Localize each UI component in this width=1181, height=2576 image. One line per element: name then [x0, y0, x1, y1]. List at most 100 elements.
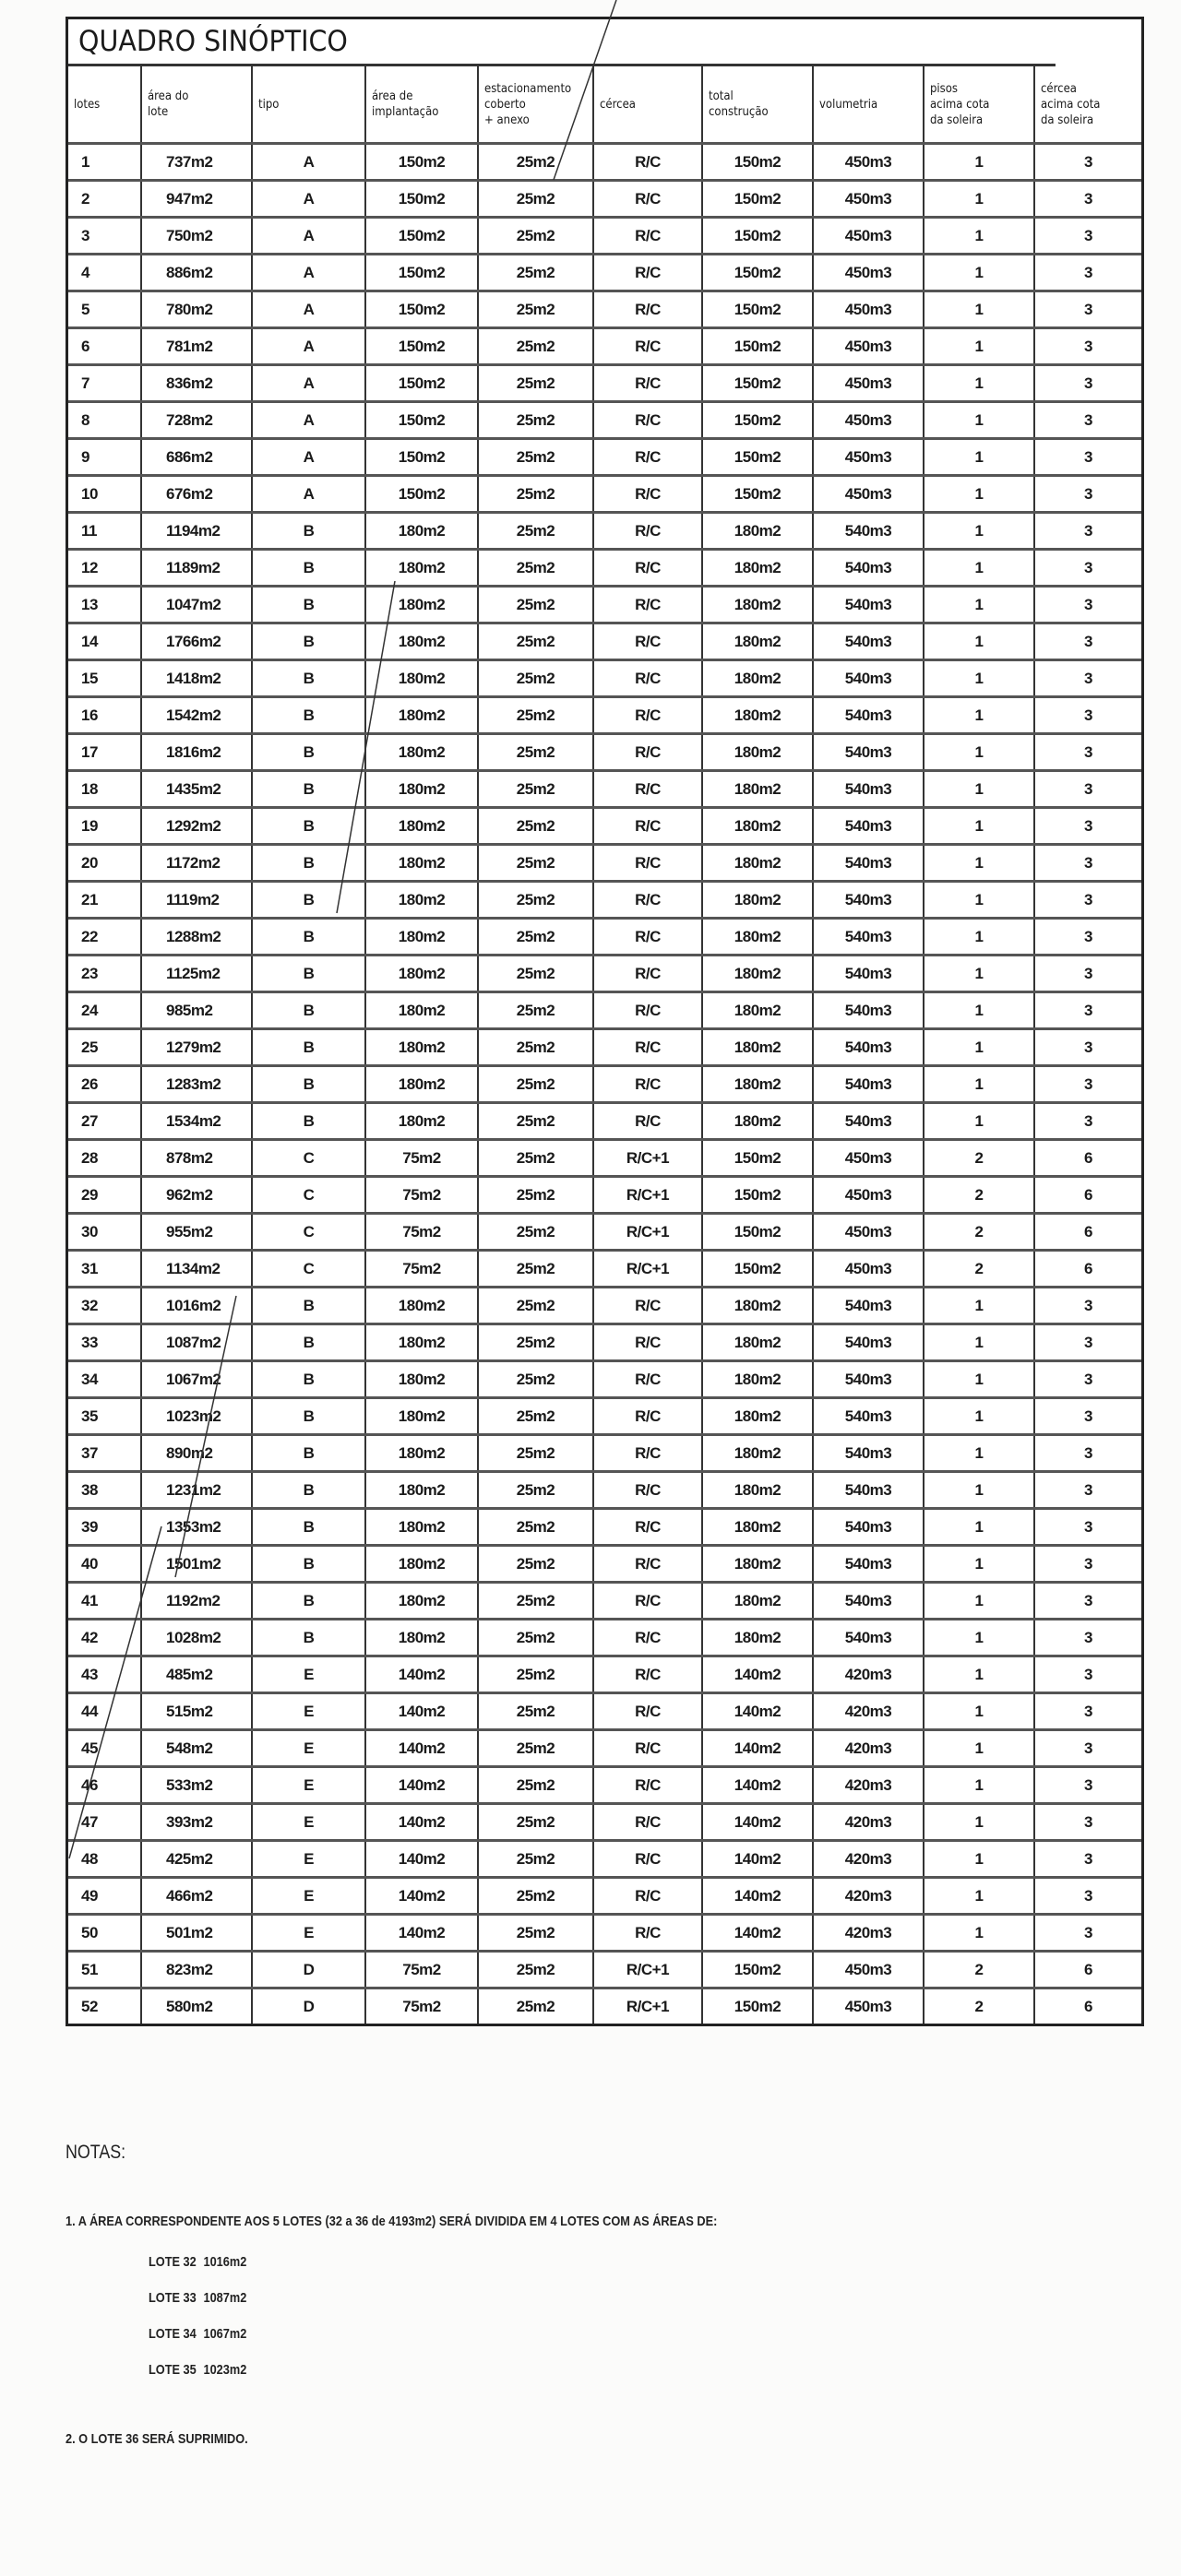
- table-cell: 420m3: [813, 1877, 925, 1916]
- table-cell: 540m3: [813, 844, 925, 883]
- header-row: lotes área do lote tipo área de implantação…: [68, 66, 1141, 145]
- table-row: 41 1192m2 B 180m2 25m2 R/C 180m2 540m3 1 3: [68, 1582, 1141, 1620]
- table-cell: 150m2: [365, 254, 479, 292]
- table-cell: R/C: [593, 1545, 703, 1584]
- table-cell: 180m2: [365, 770, 479, 809]
- table-row: 51 823m2 D 75m2 25m2 R/C+1 150m2 450m3 2 6: [68, 1951, 1141, 1989]
- table-cell: 1: [924, 881, 1035, 920]
- table-cell: B: [252, 586, 366, 624]
- table-cell: 3: [1034, 1360, 1141, 1399]
- table-cell: 180m2: [702, 807, 814, 846]
- table-cell: B: [252, 1397, 366, 1436]
- table-cell: 6: [1084, 1997, 1092, 2015]
- table-cell: 180m2: [365, 512, 479, 551]
- table-cell: 1192m2: [141, 1582, 253, 1620]
- table-cell: 3: [1034, 1287, 1141, 1325]
- table-cell: 25m2: [478, 1176, 594, 1215]
- table-cell: R/C: [593, 1324, 703, 1362]
- table-cell: 140m2: [702, 1914, 814, 1953]
- table-cell: 1: [924, 1471, 1035, 1510]
- table-cell: C: [252, 1250, 366, 1288]
- table-cell: 3: [1034, 659, 1141, 698]
- table-cell: R/C: [593, 659, 703, 698]
- table-cell: R/C: [593, 844, 703, 883]
- table-cell: 1816m2: [141, 733, 253, 772]
- table-cell: 1047m2: [141, 586, 253, 624]
- table-cell: 25m2: [478, 1028, 594, 1067]
- table-cell: 75m2: [365, 1951, 479, 1989]
- table-row: 47 393m2 E 140m2 25m2 R/C 140m2 420m3 1 3: [68, 1803, 1141, 1842]
- table-cell: 24: [68, 991, 142, 1030]
- table-cell: B: [252, 1287, 366, 1325]
- table-cell: 180m2: [365, 807, 479, 846]
- table-cell: 1: [924, 1324, 1035, 1362]
- table-cell: 1: [924, 1065, 1035, 1104]
- table-cell: 25m2: [478, 475, 594, 514]
- table-cell: 450m3: [813, 217, 925, 255]
- table-cell: 25m2: [478, 1250, 594, 1288]
- table-cell: B: [252, 807, 366, 846]
- table-row: 35 1023m2 B 180m2 25m2 R/C 180m2 540m3 1 3: [68, 1397, 1141, 1436]
- table-row: 44 515m2 E 140m2 25m2 R/C 140m2 420m3 1 3: [68, 1692, 1141, 1731]
- table-cell: 25m2: [478, 733, 594, 772]
- table-cell: 985m2: [141, 991, 253, 1030]
- table-cell: 450m3: [813, 1139, 925, 1178]
- table-cell: 1: [924, 991, 1035, 1030]
- table-cell: 450m3: [813, 143, 925, 182]
- table-cell: 1: [924, 1582, 1035, 1620]
- table-cell: B: [252, 623, 366, 661]
- table-cell: 25m2: [478, 1545, 594, 1584]
- table-row: 8 728m2 A 150m2 25m2 R/C 150m2 450m3 1 3: [68, 401, 1141, 440]
- table-cell: 25m2: [478, 364, 594, 403]
- table-row: 6 781m2 A 150m2 25m2 R/C 150m2 450m3 1 3: [68, 327, 1141, 366]
- table-cell: 420m3: [813, 1692, 925, 1731]
- table-cell: 25m2: [478, 1287, 594, 1325]
- table-cell: B: [252, 918, 366, 956]
- table-cell: 450m3: [813, 1176, 925, 1215]
- table-cell: 2: [924, 1213, 1035, 1252]
- table-cell: 25m2: [478, 1065, 594, 1104]
- table-cell: 890m2: [141, 1434, 253, 1473]
- table-cell: B: [252, 955, 366, 993]
- table-row: 27 1534m2 B 180m2 25m2 R/C 180m2 540m3 1 3: [68, 1102, 1141, 1141]
- table-cell: 2: [68, 180, 142, 219]
- table-cell: 1: [924, 1766, 1035, 1805]
- table-cell: E: [252, 1766, 366, 1805]
- table-cell: 676m2: [141, 475, 253, 514]
- table-cell: R/C: [593, 1102, 703, 1141]
- table-cell: R/C: [593, 1397, 703, 1436]
- table-cell: 13: [68, 586, 142, 624]
- table-row: 33 1087m2 B 180m2 25m2 R/C 180m2 540m3 1 3: [68, 1324, 1141, 1362]
- table-cell: 140m2: [365, 1692, 479, 1731]
- table-cell: 150m2: [365, 217, 479, 255]
- table-cell: 180m2: [365, 1287, 479, 1325]
- table-cell: R/C: [593, 1360, 703, 1399]
- table-cell: 180m2: [702, 549, 814, 588]
- table-cell: 686m2: [141, 438, 253, 477]
- table-cell: R/C: [593, 1766, 703, 1805]
- table-cell: 180m2: [702, 659, 814, 698]
- table-cell: 49: [68, 1877, 142, 1916]
- table-cell: 393m2: [141, 1803, 253, 1842]
- table-cell: R/C: [593, 438, 703, 477]
- table-cell: 1125m2: [141, 955, 253, 993]
- table-cell: R/C: [593, 1582, 703, 1620]
- table-cell: 180m2: [702, 696, 814, 735]
- table-cell: 540m3: [813, 1397, 925, 1436]
- lote-area: 1067m2: [203, 2326, 247, 2342]
- table-cell: 540m3: [813, 512, 925, 551]
- table-cell: R/C: [593, 1877, 703, 1916]
- table-cell: 3: [1034, 327, 1141, 366]
- table-cell: R/C: [593, 327, 703, 366]
- column-header: área do lote: [141, 66, 253, 145]
- table-cell: 150m2: [702, 254, 814, 292]
- table-cell: 25m2: [478, 696, 594, 735]
- table-cell: 3: [1034, 1914, 1141, 1953]
- table-cell: 180m2: [702, 1397, 814, 1436]
- table-cell: 140m2: [702, 1656, 814, 1694]
- table-cell: 41: [68, 1582, 142, 1620]
- table-cell: 1: [924, 807, 1035, 846]
- table-cell: 140m2: [365, 1877, 479, 1916]
- table-cell: 180m2: [365, 696, 479, 735]
- table-row: 48 425m2 E 140m2 25m2 R/C 140m2 420m3 1 3: [68, 1840, 1141, 1879]
